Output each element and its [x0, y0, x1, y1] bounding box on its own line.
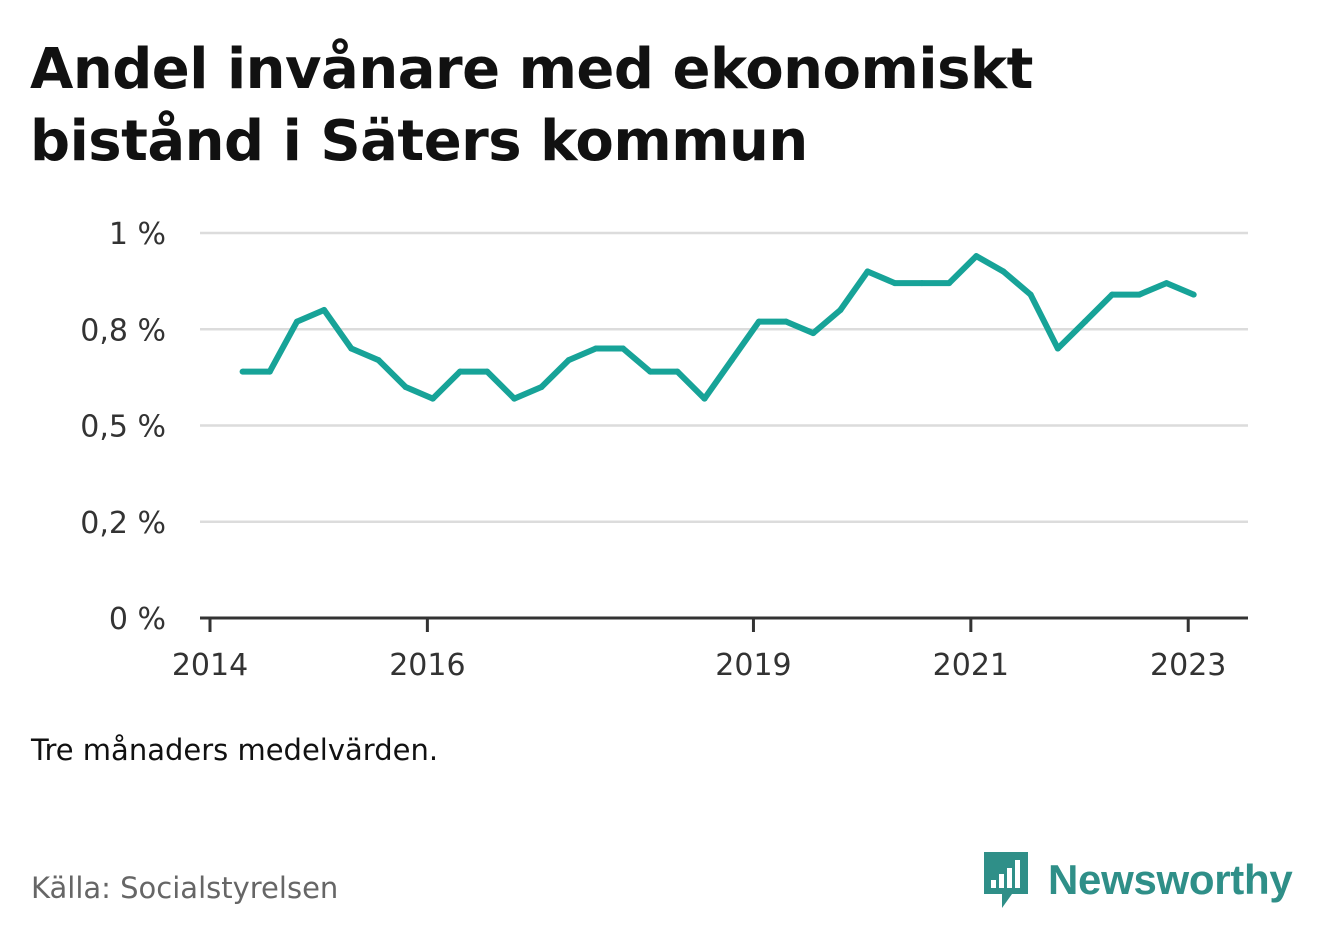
data-point	[484, 368, 491, 375]
data-point	[565, 357, 572, 364]
data-point	[647, 368, 654, 375]
data-point	[348, 345, 355, 352]
newsworthy-logo-icon	[984, 852, 1028, 908]
data-point	[429, 395, 436, 402]
data-point	[1054, 345, 1061, 352]
data-point	[1109, 291, 1116, 298]
data-point	[918, 280, 925, 287]
source-label: Källa: Socialstyrelsen	[31, 871, 339, 905]
data-series	[239, 253, 1197, 402]
x-tick-label: 2019	[715, 648, 791, 683]
x-tick-label: 2023	[1150, 648, 1226, 683]
data-point	[321, 307, 328, 313]
data-point	[891, 280, 898, 287]
x-axis	[200, 616, 1248, 632]
data-point	[511, 395, 518, 402]
data-point	[755, 318, 762, 325]
x-tick-label: 2021	[933, 648, 1009, 683]
data-point	[783, 318, 790, 325]
data-point	[375, 357, 382, 364]
x-tick-label: 2014	[172, 648, 248, 683]
data-point	[1163, 280, 1170, 287]
y-tick-label: 0 %	[109, 602, 166, 637]
data-point	[701, 395, 708, 402]
data-point	[239, 368, 246, 375]
data-point	[1136, 291, 1143, 298]
y-axis-tick-labels: 0 % 0,2 % 0,5 % 0,8 % 1 %	[80, 217, 166, 637]
data-point	[1190, 291, 1197, 298]
data-point	[837, 307, 844, 313]
newsworthy-logo[interactable]: Newsworthy	[982, 850, 1293, 910]
x-axis-tick-labels: 2014 2016 2019 2021 2023	[172, 648, 1227, 683]
data-point	[402, 384, 409, 390]
y-tick-label: 0,2 %	[80, 506, 166, 541]
data-point	[864, 268, 871, 275]
series-line	[242, 253, 1195, 402]
data-point	[294, 318, 300, 325]
grid-lines	[200, 231, 1248, 523]
y-tick-label: 1 %	[109, 217, 166, 252]
data-point	[810, 330, 817, 337]
data-point	[266, 368, 273, 375]
brand-name: Newsworthy	[1048, 856, 1293, 903]
y-tick-label: 0,5 %	[80, 410, 166, 445]
y-tick-label: 0,8 %	[80, 313, 166, 348]
chart-note: Tre månaders medelvärden.	[31, 733, 439, 767]
data-point	[946, 280, 953, 287]
chart-title: Andel invånare med ekonomiskt bistånd i …	[30, 37, 1033, 174]
data-point	[1000, 268, 1007, 275]
data-point	[728, 357, 735, 364]
data-point	[538, 384, 545, 390]
data-point	[674, 368, 681, 375]
data-point	[592, 345, 599, 352]
data-point	[457, 368, 463, 375]
data-point	[973, 253, 980, 260]
line-chart: 0 %0,2 %0,5 %0,8 %1 % 2014 2016 2019 2021 20…	[80, 217, 1248, 683]
x-tick-label: 2016	[389, 648, 465, 683]
data-point	[1082, 318, 1088, 325]
data-point	[1027, 291, 1034, 298]
data-point	[620, 345, 626, 352]
